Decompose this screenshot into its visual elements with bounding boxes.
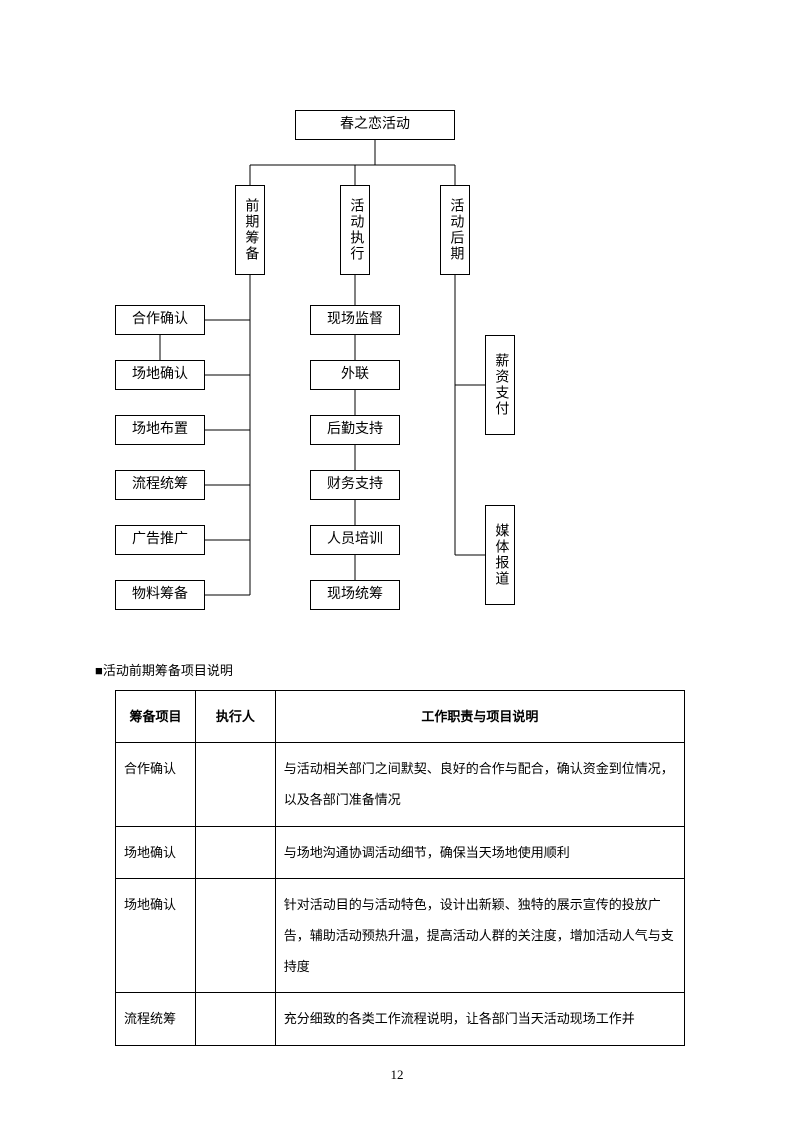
table-row: 流程统筹 充分细致的各类工作流程说明，让各部门当天活动现场工作并 bbox=[116, 993, 685, 1045]
chart-node: 物料筹备 bbox=[115, 580, 205, 610]
chart-node: 流程统筹 bbox=[115, 470, 205, 500]
chart-node: 媒体报道 bbox=[485, 505, 515, 605]
chart-node: 场地布置 bbox=[115, 415, 205, 445]
table-cell: 合作确认 bbox=[116, 743, 196, 826]
chart-node: 活动后期 bbox=[440, 185, 470, 275]
table-cell bbox=[195, 993, 275, 1045]
table-cell: 场地确认 bbox=[116, 826, 196, 878]
chart-node: 场地确认 bbox=[115, 360, 205, 390]
chart-node: 春之恋活动 bbox=[295, 110, 455, 140]
chart-node: 外联 bbox=[310, 360, 400, 390]
table-row: 场地确认 与场地沟通协调活动细节，确保当天场地使用顺利 bbox=[116, 826, 685, 878]
table-row: 合作确认与活动相关部门之间默契、良好的合作与配合，确认资金到位情况，以及各部门准… bbox=[116, 743, 685, 826]
table-cell: 针对活动目的与活动特色，设计出新颖、独特的展示宣传的投放广告，辅助活动预热升温，… bbox=[275, 878, 684, 993]
chart-node: 财务支持 bbox=[310, 470, 400, 500]
chart-node: 现场统筹 bbox=[310, 580, 400, 610]
table-cell: 与活动相关部门之间默契、良好的合作与配合，确认资金到位情况，以及各部门准备情况 bbox=[275, 743, 684, 826]
table-cell: 充分细致的各类工作流程说明，让各部门当天活动现场工作并 bbox=[275, 993, 684, 1045]
table-row: 场地确认针对活动目的与活动特色，设计出新颖、独特的展示宣传的投放广告，辅助活动预… bbox=[116, 878, 685, 993]
prep-table: 筹备项目 执行人 工作职责与项目说明 合作确认与活动相关部门之间默契、良好的合作… bbox=[115, 690, 685, 1046]
chart-node: 现场监督 bbox=[310, 305, 400, 335]
table-body: 合作确认与活动相关部门之间默契、良好的合作与配合，确认资金到位情况，以及各部门准… bbox=[116, 743, 685, 1045]
table-cell: 场地确认 bbox=[116, 878, 196, 993]
table-header-row: 筹备项目 执行人 工作职责与项目说明 bbox=[116, 691, 685, 743]
chart-node: 合作确认 bbox=[115, 305, 205, 335]
chart-node: 活动执行 bbox=[340, 185, 370, 275]
table-cell bbox=[195, 826, 275, 878]
chart-node: 广告推广 bbox=[115, 525, 205, 555]
org-chart: 春之恋活动前期筹备 活动执行 活动后期合作确认场地确认场地布置流程统筹广告推广物料筹… bbox=[115, 110, 575, 640]
chart-node: 前期筹备 bbox=[235, 185, 265, 275]
table-cell: 与场地沟通协调活动细节，确保当天场地使用顺利 bbox=[275, 826, 684, 878]
section-title: ■活动前期筹备项目说明 bbox=[95, 660, 233, 679]
col-header-3: 工作职责与项目说明 bbox=[275, 691, 684, 743]
chart-node: 后勤支持 bbox=[310, 415, 400, 445]
col-header-2: 执行人 bbox=[195, 691, 275, 743]
table-cell bbox=[195, 743, 275, 826]
chart-node: 人员培训 bbox=[310, 525, 400, 555]
table-cell bbox=[195, 878, 275, 993]
chart-node: 薪资支付 bbox=[485, 335, 515, 435]
document-page: 春之恋活动前期筹备活动执行活动后期合作确认场地确认场地布置流程统筹广告推广物料筹… bbox=[0, 0, 794, 1123]
col-header-1: 筹备项目 bbox=[116, 691, 196, 743]
table-cell: 流程统筹 bbox=[116, 993, 196, 1045]
page-number: 12 bbox=[0, 1067, 794, 1083]
